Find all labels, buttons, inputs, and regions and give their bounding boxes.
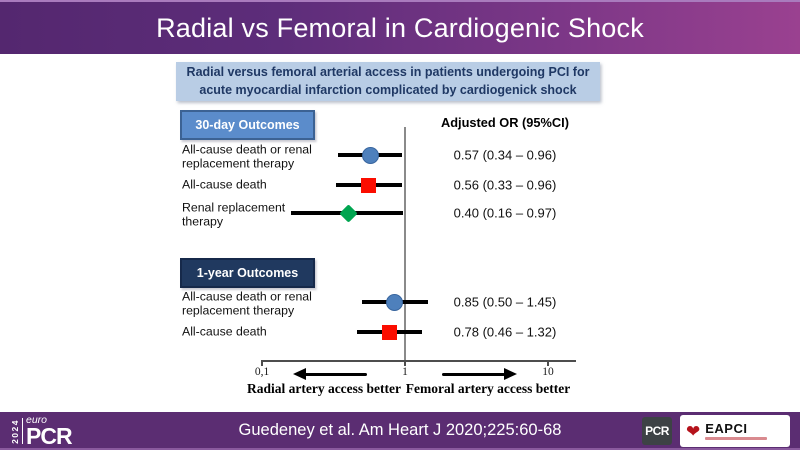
or-marker-square: [382, 324, 398, 340]
europcr-logo: 2024 euro PCR: [10, 414, 73, 449]
or-value: 0.57 (0.34 – 0.96): [453, 147, 557, 163]
x-axis-tick-label: 0,1: [254, 366, 270, 378]
or-value: 0.85 (0.50 – 1.45): [453, 294, 557, 310]
forest-plot: Adjusted OR (95%CI) 0,1 1 10 30-day Outcome…: [180, 110, 576, 396]
femoral-better-arrow-icon: [504, 367, 517, 380]
europcr-logo-divider: [22, 418, 23, 445]
x-axis-tick-label: 10: [542, 366, 554, 378]
x-axis-line: [261, 360, 576, 362]
outcome-label: All-cause death or renal replacement the…: [182, 289, 312, 317]
outcome-label: All-cause death or renal replacement the…: [182, 142, 312, 170]
radial-better-arrow-line: [304, 372, 367, 376]
or-marker-square: [361, 177, 377, 193]
eapci-logo: ❤ EAPCI: [680, 415, 790, 447]
radial-better-arrow-icon: [293, 367, 306, 380]
x-axis-tick: [404, 361, 406, 366]
eapci-label: EAPCI: [705, 421, 748, 436]
europcr-pcr-label: PCR: [26, 422, 73, 449]
group-header-2: 1-year Outcomes: [180, 258, 315, 288]
femoral-better-label: Femoral artery access better: [405, 381, 571, 396]
eapci-heart-icon: ❤: [686, 421, 701, 441]
outcome-label: All-cause death: [182, 324, 267, 339]
outcome-label: All-cause death: [182, 177, 267, 192]
or-value: 0.78 (0.46 – 1.32): [453, 324, 557, 340]
adjusted-or-header: Adjusted OR (95%CI): [441, 115, 569, 130]
citation: Guedeney et al. Am Heart J 2020;225:60-6…: [238, 420, 562, 439]
femoral-better-arrow-line: [442, 372, 505, 376]
eapci-tagline: [705, 437, 768, 440]
outcome-label: Renal replacement therapy: [182, 200, 286, 228]
x-axis-tick: [547, 361, 549, 366]
pcr-logo: PCR: [642, 417, 672, 445]
or-marker-circle: [361, 146, 379, 164]
slide-title: Radial vs Femoral in Cardiogenic Shock: [156, 12, 644, 43]
europcr-year-label: 2024: [10, 418, 20, 444]
europcr-euro-label: euro: [26, 414, 48, 426]
europcr-logo-text: euro PCR: [26, 414, 73, 449]
radial-better-label: Radial artery access better: [246, 381, 402, 396]
reference-line: [404, 127, 406, 361]
x-axis-tick: [261, 361, 263, 366]
study-title: Radial versus femoral arterial access in…: [186, 65, 590, 97]
eapci-logo-text: EAPCI: [705, 421, 768, 440]
header-bar: Radial vs Femoral in Cardiogenic Shock: [0, 0, 800, 54]
footer-bar: Guedeney et al. Am Heart J 2020;225:60-6…: [0, 412, 800, 450]
or-value: 0.56 (0.33 – 0.96): [453, 177, 557, 193]
or-value: 0.40 (0.16 – 0.97): [453, 205, 557, 221]
x-axis-tick-label: 1: [402, 366, 408, 378]
group-header-1: 30-day Outcomes: [180, 110, 315, 140]
study-title-box: Radial versus femoral arterial access in…: [176, 62, 600, 101]
or-marker-circle: [386, 293, 404, 311]
